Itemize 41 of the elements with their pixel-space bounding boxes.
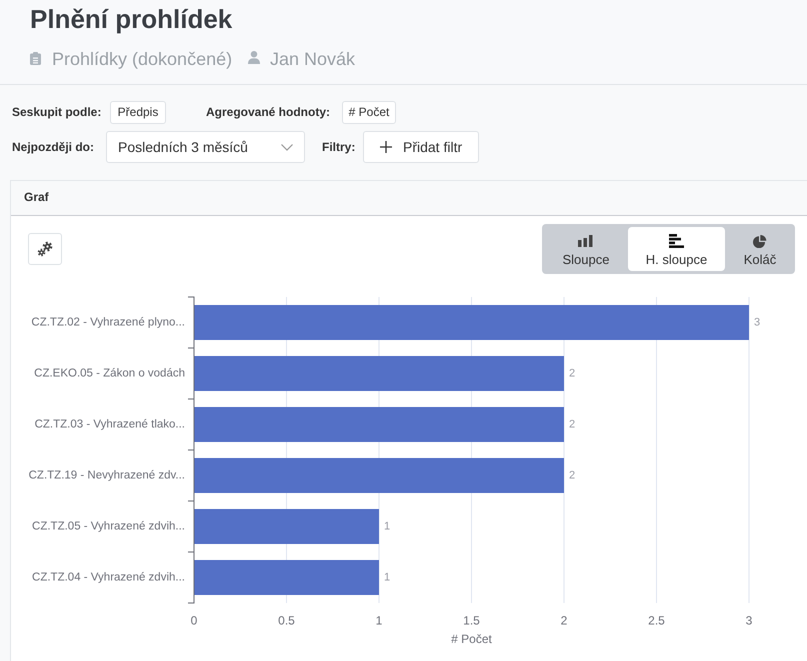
aggregate-chip: # Počet <box>342 101 396 124</box>
text: Agregované hodnoty: <box>206 104 330 120</box>
bar <box>194 560 379 595</box>
text: Posledních 3 měsíců <box>118 138 248 156</box>
text: Seskupit podle: <box>12 104 102 120</box>
data-label: 1 <box>384 520 390 533</box>
text: Filtry: <box>322 139 356 155</box>
y-tick-label: CZ.EKO.05 - Zákon o vodách <box>34 368 185 380</box>
bar <box>194 305 749 340</box>
data-label: 3 <box>754 316 760 329</box>
data-label: 2 <box>569 470 576 482</box>
x-tick-label: 3 <box>746 614 753 628</box>
y-tick-label: CZ.TZ.02 - Vyhrazené plyno... <box>31 316 185 329</box>
text: H. sloupce <box>644 252 708 268</box>
text: Přidat filtr <box>403 138 462 156</box>
data-label: 2 <box>569 368 576 380</box>
bar <box>194 407 564 442</box>
text: Sloupce <box>562 252 610 268</box>
text: Koláč <box>742 252 778 268</box>
data-label: 2 <box>569 418 576 431</box>
text: Graf <box>24 189 49 205</box>
text: Jan Novák <box>270 48 356 70</box>
x-tick-label: 2.5 <box>648 614 666 628</box>
bar <box>194 356 564 391</box>
x-tick-label: 1.5 <box>463 614 480 628</box>
y-tick-label: CZ.TZ.19 - Nevyhrazené zdv... <box>28 470 185 482</box>
x-tick-label: 0 <box>190 614 198 628</box>
chart-subtitle: Prohlídky (dokončené) <box>52 48 232 70</box>
x-axis-title: # Počet <box>451 632 493 646</box>
chart-title: Plnění prohlídek <box>30 3 232 36</box>
x-tick-label: 1 <box>376 614 383 628</box>
x-tick-label: 0.5 <box>278 614 296 628</box>
bar <box>194 509 379 544</box>
bar <box>194 458 564 493</box>
group-by-chip: Předpis <box>110 101 166 124</box>
text: Nejpozději do: <box>12 139 94 155</box>
data-label: 1 <box>384 572 390 584</box>
y-tick-label: CZ.TZ.04 - Vyhrazené zdvih... <box>32 572 185 584</box>
y-tick-label: CZ.TZ.05 - Vyhrazené zdvih... <box>32 520 185 533</box>
y-tick-label: CZ.TZ.03 - Vyhrazené tlako... <box>34 418 185 431</box>
x-tick-label: 2 <box>560 614 568 628</box>
